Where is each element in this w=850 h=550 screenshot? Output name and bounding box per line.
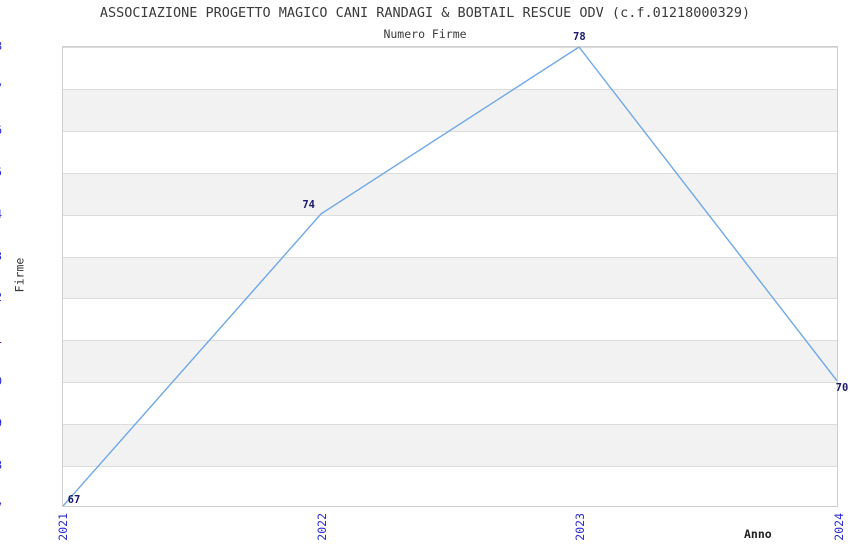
grid-band [63,88,837,131]
data-point-label: 67 [67,494,81,506]
data-point-label: 74 [302,198,315,211]
gridline [63,47,837,48]
series-line [63,47,837,506]
y-tick-label: 70 [0,374,2,388]
data-point-label: 78 [573,31,586,43]
gridline [63,298,837,299]
chart-subtitle: Numero Firme [383,27,467,41]
grid-band [63,340,837,383]
y-tick-label: 74 [0,207,2,221]
x-tick-label: 2022 [314,513,329,541]
gridline [63,424,837,425]
grid-band [63,256,837,299]
gridline [63,257,837,258]
gridline [63,89,837,90]
grid-band [63,424,837,467]
data-series-layer [63,47,837,506]
gridline [63,340,837,341]
x-tick-label: 2024 [832,513,846,541]
gridline [63,173,837,174]
gridline [63,466,837,467]
y-tick-label: 67 [0,500,2,514]
gridline [63,382,837,383]
y-axis-title-text: Firme [12,257,26,293]
grid-band [63,172,837,215]
x-tick-label: 2021 [56,513,70,541]
y-tick-label: 69 [0,416,2,430]
y-tick-label: 72 [0,290,2,304]
y-tick-label: 68 [0,458,2,472]
y-tick-label: 76 [0,123,2,137]
x-tick-label: 2023 [573,513,588,541]
data-point-label: 70 [835,382,849,395]
x-axis-title: Anno [744,527,772,541]
y-axis-title: Firme [6,0,32,550]
plot-area [62,46,838,507]
chart-title: ASSOCIAZIONE PROGETTO MAGICO CANI RANDAG… [99,5,751,21]
gridline [63,131,837,132]
y-tick-label: 75 [0,165,2,179]
gridline [63,215,837,216]
y-tick-label: 77 [0,81,2,95]
y-tick-label: 71 [0,332,2,346]
y-tick-label: 73 [0,249,2,263]
y-tick-label: 78 [0,39,2,53]
